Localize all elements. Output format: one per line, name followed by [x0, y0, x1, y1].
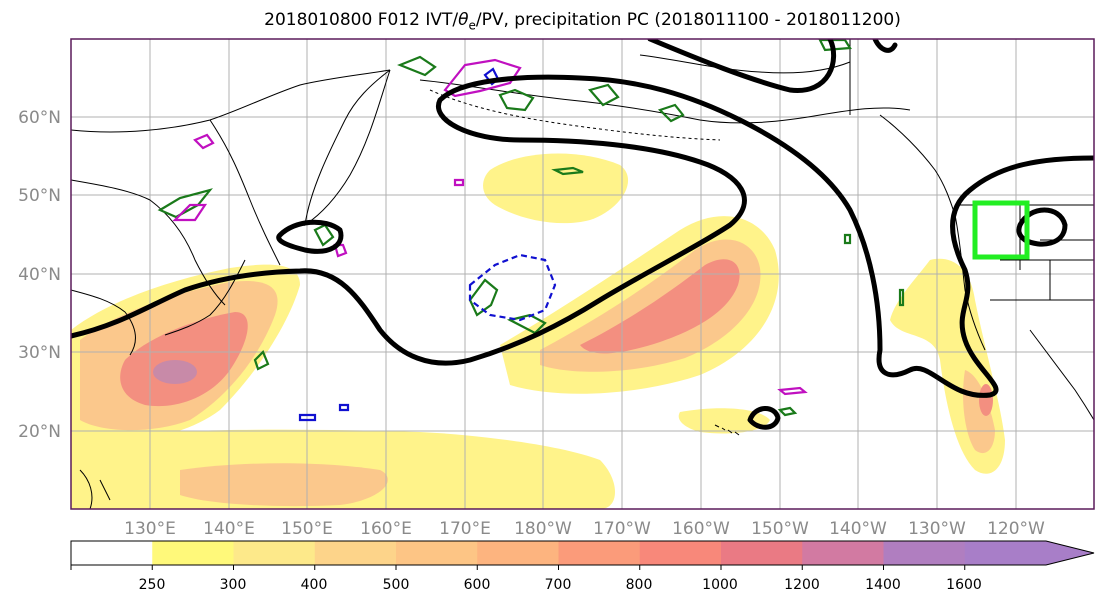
colorbar-ticks	[70, 565, 966, 570]
coast-aleutians	[429, 89, 721, 141]
colorbar-tick-label: 800	[626, 577, 653, 593]
coast-mexico	[1029, 329, 1094, 421]
precip-highlight-box	[972, 200, 1030, 260]
latitude-labels: 60°N 50°N 40°N 30°N 20°N	[18, 108, 61, 442]
colorbar-segment	[314, 541, 397, 565]
colorbar-segment	[883, 541, 966, 565]
longitude-labels: 130°E 140°E 150°E 160°E 170°E 180°W 170°…	[124, 519, 1045, 539]
ivt-region-north-arc	[483, 153, 629, 224]
ivt-region-subtropical-mid	[180, 463, 388, 507]
lon-label: 130°W	[908, 519, 966, 539]
theta-e-contours	[71, 39, 1094, 430]
colorbar-tick-label: 1000	[702, 577, 738, 593]
colorbar-segment	[152, 541, 234, 565]
colorbar-segment	[639, 541, 722, 565]
colorbar-segment	[396, 541, 478, 565]
colorbar-labels: 250 300 400 500 600 700 800 1000 1200 14…	[139, 577, 982, 593]
colorbar-segment	[71, 541, 153, 565]
lon-label: 160°W	[672, 519, 730, 539]
lat-label: 40°N	[18, 265, 61, 285]
coast-alaska	[419, 79, 911, 124]
lon-label: 150°E	[281, 519, 333, 539]
coast-okhotsk	[209, 119, 281, 266]
colorbar-tick-label: 700	[545, 577, 572, 593]
lon-label: 140°E	[203, 519, 255, 539]
lat-label: 30°N	[18, 343, 61, 363]
ivt-region-central-pacific-high	[580, 259, 740, 354]
lon-label: 140°W	[829, 519, 887, 539]
colorbar-tick-label: 400	[301, 577, 328, 593]
colorbar-tick-label: 300	[220, 577, 247, 593]
ivt-shading	[71, 153, 1005, 509]
theta-e-contour-main	[71, 74, 1094, 398]
theta-e-contour-kuril	[276, 219, 344, 254]
ivt-region-hawaii	[678, 408, 770, 434]
lon-label: 120°W	[987, 519, 1045, 539]
colorbar-extend-arrow	[1046, 541, 1094, 565]
coast-alaska-north	[639, 54, 851, 74]
pv-contours-green	[157, 39, 905, 417]
colorbar-segment	[721, 541, 803, 565]
colorbar-segment	[558, 541, 641, 565]
colorbar-tick-label: 1200	[784, 577, 820, 593]
ivt-region-west-coast-mid	[963, 370, 995, 454]
theta-e-contour-ne	[872, 39, 898, 53]
theta-e-contour-idaho	[1016, 207, 1068, 247]
colorbar-segment	[964, 541, 1047, 565]
map-title: 2018010800 F012 IVT/θe/PV, precipitation…	[264, 10, 901, 33]
map-frame	[70, 38, 1095, 510]
colorbar-tick-label: 1600	[946, 577, 982, 593]
ivt-core-west-coast	[979, 384, 993, 416]
colorbar-tick-label: 500	[383, 577, 410, 593]
map-area	[71, 39, 1094, 509]
lat-label: 60°N	[18, 108, 61, 128]
philippines	[79, 469, 111, 509]
colorbar-tick-label: 1400	[865, 577, 901, 593]
ivt-core-west-pacific	[153, 360, 197, 384]
lon-label: 170°W	[593, 519, 651, 539]
colorbar-tick-label: 600	[464, 577, 491, 593]
coast-us-west	[954, 214, 986, 351]
lon-label: 130°E	[124, 519, 176, 539]
colorbar-segment	[802, 541, 884, 565]
lat-label: 20°N	[18, 422, 61, 442]
lon-label: 170°E	[439, 519, 491, 539]
hawaii-islands	[714, 424, 740, 436]
theta-e-contour-north	[647, 39, 837, 93]
colorbar-segment	[477, 541, 559, 565]
lon-label: 160°E	[360, 519, 412, 539]
colorbar-tick-label: 250	[139, 577, 166, 593]
theta-e-contour-hawaii	[747, 406, 781, 430]
colorbar: 250 300 400 500 600 700 800 1000 1200 14…	[70, 540, 1095, 593]
colorbar-segment	[233, 541, 316, 565]
coast-korea-china	[71, 289, 136, 356]
lat-label: 50°N	[18, 186, 61, 206]
ivt-region-west-pacific-high	[120, 312, 248, 407]
lon-label: 180°W	[514, 519, 572, 539]
colorbar-outline	[70, 540, 1095, 566]
coast-bc	[879, 114, 956, 216]
coast-asia-northeast	[71, 69, 391, 133]
lon-label: 150°W	[751, 519, 809, 539]
colorbar-segments	[71, 541, 1047, 565]
